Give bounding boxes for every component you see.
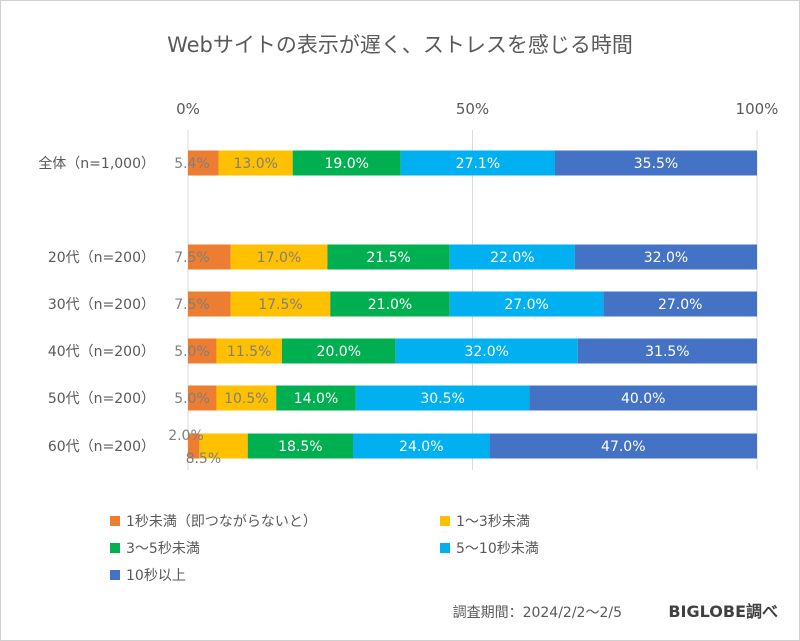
bar-segment: [188, 150, 219, 176]
bar-segment: [276, 385, 356, 411]
category-label: 全体（n=1,000）: [38, 155, 155, 172]
legend-label: 1～3秒未満: [456, 514, 530, 530]
bar-segment: [529, 385, 757, 411]
category-label: 50代（n=200）: [48, 391, 155, 407]
data-label: 32.0%: [464, 344, 508, 360]
data-label: 10.5%: [224, 391, 268, 407]
data-label: 5.4%: [174, 156, 210, 172]
bar-segment: [216, 385, 277, 411]
data-label: 27.1%: [456, 156, 500, 172]
bar-segment: [188, 433, 200, 459]
data-label: 20.0%: [317, 344, 361, 360]
data-label: 17.5%: [258, 297, 302, 313]
legend-label: 1秒未満（即つながらないと）: [126, 514, 317, 530]
bar-segment: [292, 150, 401, 176]
category-label: 20代（n=200）: [48, 250, 155, 266]
bar-segment: [327, 244, 450, 270]
legend-swatch: [440, 543, 450, 553]
data-label: 18.5%: [278, 439, 322, 455]
bar-segment: [395, 338, 578, 364]
data-label: 13.0%: [233, 156, 277, 172]
data-label: 21.0%: [368, 297, 412, 313]
bar-segment: [218, 150, 293, 176]
legend-swatch: [440, 516, 450, 526]
data-label: 19.0%: [325, 156, 369, 172]
bar-segment: [188, 244, 231, 270]
x-tick-label: 0%: [176, 100, 200, 118]
bar-segment: [188, 338, 217, 364]
data-label: 32.0%: [644, 250, 688, 266]
data-label: 24.0%: [399, 439, 443, 455]
data-label: 17.0%: [257, 250, 301, 266]
legend-swatch: [110, 570, 120, 580]
bar-segment: [449, 291, 604, 317]
legend-label: 5～10秒未満: [456, 541, 539, 557]
legend-label: 10秒以上: [126, 568, 186, 584]
data-label: 5.0%: [174, 344, 210, 360]
data-label: 47.0%: [601, 439, 645, 455]
bar-segment: [400, 150, 556, 176]
footnote: 調査期間：2024/2/2～2/5: [453, 605, 622, 621]
x-tick-label: 50%: [456, 100, 489, 118]
data-label: 30.5%: [420, 391, 464, 407]
bar-segment: [603, 291, 757, 317]
bar-segment: [555, 150, 757, 176]
bar-segment: [281, 338, 396, 364]
bar-segment: [449, 244, 575, 270]
data-label: 2.0%: [168, 428, 204, 444]
legend-swatch: [110, 543, 120, 553]
bar-segment: [574, 244, 757, 270]
data-label: 7.5%: [174, 297, 210, 313]
data-label: 27.0%: [504, 297, 548, 313]
bar-segment: [577, 338, 757, 364]
data-label: 31.5%: [645, 344, 689, 360]
legend-label: 3～5秒未満: [126, 541, 200, 557]
bar-segment: [230, 244, 328, 270]
data-label: 21.5%: [366, 250, 410, 266]
bar-segment: [330, 291, 450, 317]
legend-swatch: [110, 516, 120, 526]
data-label: 40.0%: [621, 391, 665, 407]
data-label: 5.0%: [174, 391, 210, 407]
data-label: 14.0%: [294, 391, 338, 407]
source-label: BIGLOBE調べ: [668, 602, 778, 621]
data-label: 8.5%: [186, 451, 222, 467]
bar-segment: [188, 291, 231, 317]
bar-segment: [230, 291, 331, 317]
data-label: 11.5%: [227, 344, 271, 360]
data-label: 22.0%: [490, 250, 534, 266]
category-label: 40代（n=200）: [48, 344, 155, 360]
category-label: 60代（n=200）: [48, 439, 155, 455]
category-label: 30代（n=200）: [48, 297, 155, 313]
chart-title: Webサイトの表示が遅く、ストレスを感じる時間: [167, 33, 633, 57]
bar-segment: [355, 385, 530, 411]
bar-segment: [199, 433, 248, 459]
bar-segment: [247, 433, 354, 459]
data-label: 27.0%: [658, 297, 702, 313]
x-tick-label: 100%: [736, 100, 779, 118]
data-label: 35.5%: [634, 156, 678, 172]
data-label: 7.5%: [174, 250, 210, 266]
bar-segment: [353, 433, 490, 459]
bar-segment: [216, 338, 282, 364]
bar-segment: [489, 433, 757, 459]
bar-segment: [188, 385, 217, 411]
